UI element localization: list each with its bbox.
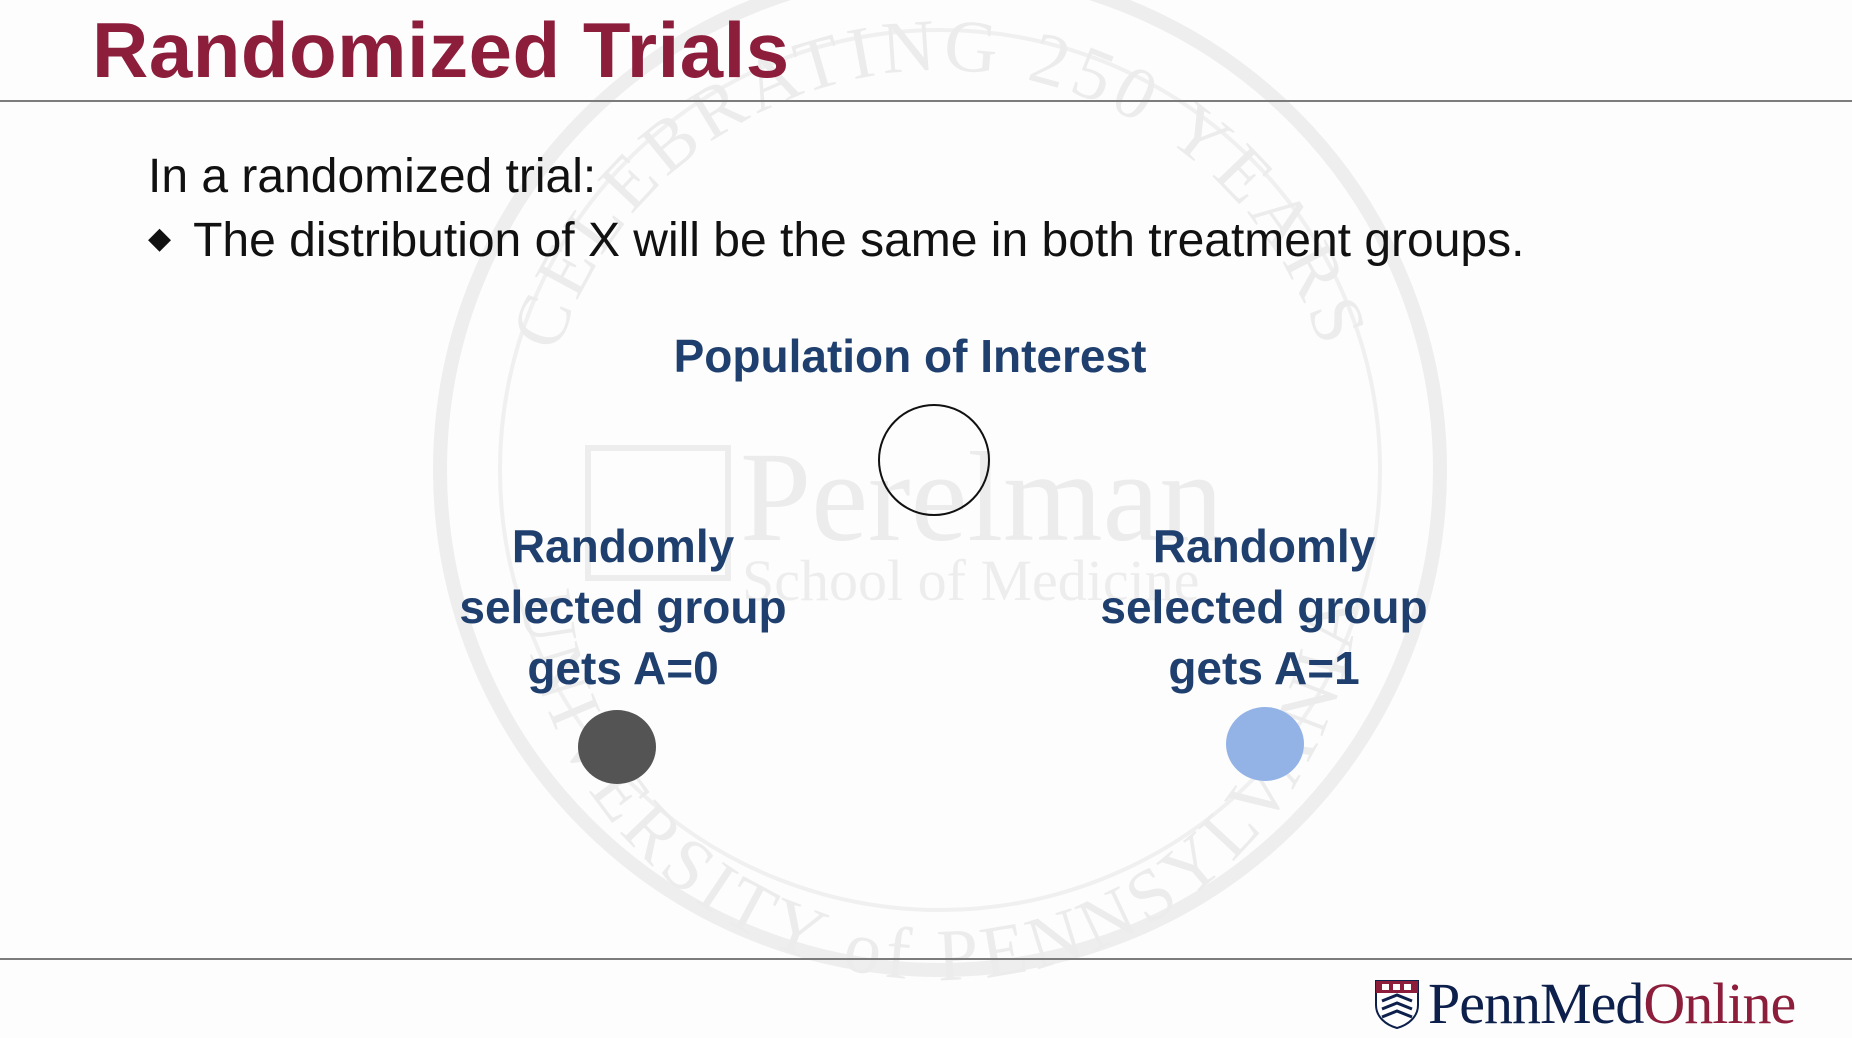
group-a0-line-1: Randomly [511,520,735,572]
logo-text-online: Online [1643,971,1796,1036]
group-a0-line-2: selected group [459,581,787,633]
group-a0-line-3: gets A=0 [527,642,719,694]
slide-title: Randomized Trials [92,6,790,94]
pennmedonline-logo: PennMedOnline [1374,975,1796,1033]
intro-text: In a randomized trial: [148,150,597,203]
penn-shield-icon [1375,980,1419,1029]
group-a1-line-3: gets A=1 [1168,642,1360,694]
footer-divider [0,958,1852,960]
diamond-bullet-icon: ◆ [148,222,172,255]
group-a1-line-1: Randomly [1152,520,1376,572]
title-divider [0,100,1852,102]
group-a1-line-2: selected group [1100,581,1428,633]
group-a0-dot [578,710,656,784]
population-label: Population of Interest [673,330,1147,382]
logo-text-pennmed: PennMed [1428,971,1644,1036]
bullet-item: ◆ The distribution of X will be the same … [148,210,1524,270]
bullet-text: The distribution of X will be the same i… [193,214,1525,267]
group-a1-label: Randomly selected group gets A=1 [1044,516,1484,699]
group-a1-dot [1226,707,1304,781]
group-a0-label: Randomly selected group gets A=0 [403,516,843,699]
population-circle [878,404,990,516]
